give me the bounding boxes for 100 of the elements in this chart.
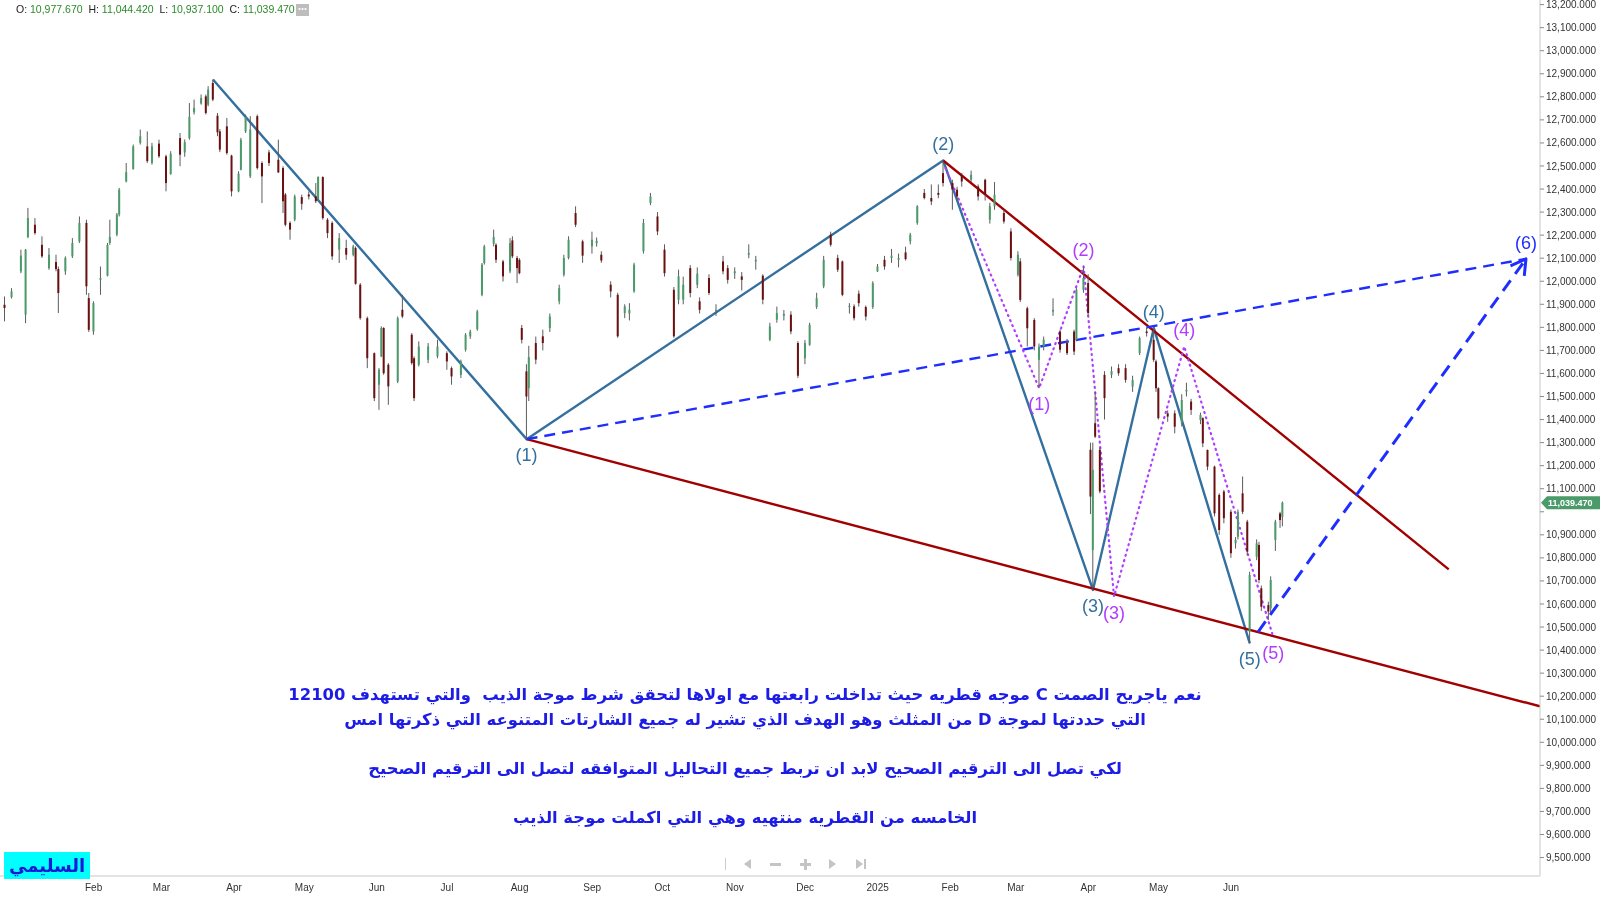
candlestick (775, 306, 778, 324)
candlestick (436, 339, 439, 359)
candlestick (1103, 370, 1106, 421)
candlestick (157, 139, 160, 159)
candlestick (1173, 409, 1176, 434)
candlestick (146, 130, 149, 164)
candlestick (558, 284, 561, 305)
candlestick (47, 247, 50, 271)
y-tick-label: 9,900.000 (1546, 759, 1591, 771)
candlestick (534, 336, 537, 365)
y-tick-label: 10,200.000 (1546, 690, 1597, 702)
candlestick (988, 202, 991, 225)
line-series (211, 78, 1251, 645)
y-tick-label: 10,100.000 (1546, 713, 1597, 725)
candlestick (993, 181, 996, 211)
candlestick (984, 178, 987, 202)
candlestick (696, 266, 699, 289)
candlestick (782, 309, 785, 321)
candlestick (970, 170, 973, 183)
candlestick (1026, 306, 1029, 347)
y-tick-label: 12,200.000 (1546, 229, 1597, 241)
candlestick (179, 132, 182, 167)
candlestick (71, 237, 74, 259)
y-tick-label: 11,500.000 (1546, 391, 1596, 403)
candlestick (345, 239, 348, 261)
y-tick-label: 12,800.000 (1546, 91, 1597, 103)
candlestick (1094, 391, 1097, 439)
y-tick-label: 13,000.000 (1546, 45, 1597, 57)
annotation: الخامسه من القطريه منتهيه وهي التي اكملت موجة الذيب (512, 807, 978, 827)
candlestick (942, 159, 945, 187)
candlestick (188, 102, 191, 141)
candlestick (476, 309, 479, 332)
candlestick (562, 254, 565, 278)
x-tick-label: Apr (226, 882, 243, 894)
x-tick-label: Aug (510, 882, 529, 894)
x-tick-label: Jun (368, 882, 385, 894)
candlestick (808, 322, 811, 347)
annotation: التي حددتها لموجة D من المثلث وهو الهدف الذي تشير له جميع الشارتات المتنوعه التي ذكرتها امس (344, 709, 1146, 729)
candlestick (377, 367, 380, 411)
y-tick-label: 12,600.000 (1546, 137, 1597, 149)
y-tick-label: 10,300.000 (1546, 667, 1597, 679)
y-tick-label: 13,200.000 (1546, 0, 1597, 11)
candlestick (1059, 329, 1062, 354)
candlestick (3, 295, 6, 322)
chart-title: O: 10,977.670 H: 11,044.420 L: 10,937.100 C: 11,039.470 (16, 3, 295, 15)
candlestick (1260, 585, 1263, 612)
candlestick (520, 324, 523, 344)
candlestick (427, 342, 430, 364)
candlestick (237, 170, 240, 193)
candlestick (1274, 519, 1277, 552)
x-tick-label: Dec (796, 882, 814, 894)
candlestick (1241, 476, 1244, 515)
candlestick (726, 264, 729, 285)
candlestick (169, 150, 172, 176)
candlestick (459, 359, 462, 379)
candlestick (338, 232, 341, 264)
annotation: (2) (932, 134, 955, 155)
annotation: (1) (515, 445, 538, 466)
candlestick (132, 144, 135, 171)
candlestick (445, 350, 448, 371)
y-tick-label: 12,700.000 (1546, 114, 1597, 126)
y-tick-label: 9,700.000 (1546, 806, 1591, 817)
annotation: (5) (1262, 642, 1285, 663)
candlestick (387, 362, 390, 406)
candlestick (916, 204, 919, 226)
annotation: (3) (1081, 595, 1104, 616)
candlestick (677, 269, 680, 305)
candlestick (1138, 336, 1141, 356)
y-tick-label: 13,100.000 (1546, 22, 1597, 34)
x-tick-label: May (294, 882, 314, 894)
x-tick-label: Nov (726, 882, 744, 894)
candlestick (574, 205, 577, 228)
y-tick-label: 12,300.000 (1546, 206, 1597, 218)
candlestick (125, 162, 128, 183)
candlestick (267, 149, 270, 167)
x-tick-label: Feb (85, 882, 103, 894)
y-tick-label: 10,500.000 (1546, 621, 1597, 633)
annotation: (6) (1514, 232, 1537, 253)
y-tick-label: 10,900.000 (1546, 529, 1597, 541)
y-tick-label: 9,500.000 (1546, 852, 1591, 864)
x-tick-label: Oct (654, 882, 671, 894)
y-tick-label: 10,700.000 (1546, 575, 1597, 587)
annotation: (3) (1103, 602, 1126, 623)
candlestick (1082, 265, 1085, 294)
annotation: (1) (1028, 394, 1051, 415)
candlestick (656, 211, 659, 236)
x-tick-label: May (1149, 882, 1168, 894)
candlestick (19, 249, 22, 274)
candlestick (768, 322, 771, 342)
y-tick-label: 10,800.000 (1546, 552, 1597, 564)
candlestick (1190, 398, 1193, 416)
candlestick (244, 114, 247, 134)
y-tick-label: 12,400.000 (1546, 183, 1597, 195)
candlestick (165, 154, 167, 192)
y-tick-label: 11,300.000 (1546, 437, 1596, 449)
y-tick-label: 10,000.000 (1546, 736, 1597, 748)
y-tick-label: 11,600.000 (1546, 368, 1596, 379)
candlestick (150, 142, 153, 166)
y-tick-label: 11,100.000 (1546, 483, 1596, 495)
y-tick-label: 10,600.000 (1546, 598, 1597, 610)
